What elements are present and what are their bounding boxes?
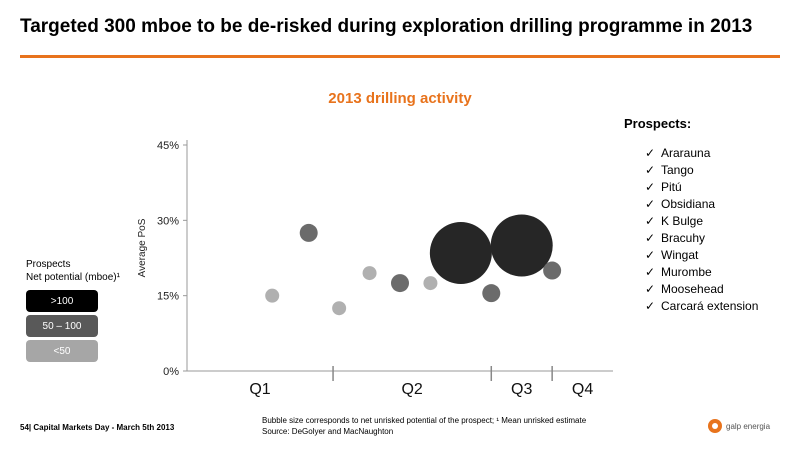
- prospect-item: ✓ Bracuhy: [645, 231, 706, 245]
- prospect-item: ✓ K Bulge: [645, 214, 704, 228]
- check-icon: ✓: [645, 248, 656, 262]
- prospect-item: ✓ Ararauna: [645, 146, 711, 160]
- check-icon: ✓: [645, 163, 656, 177]
- prospects-title: Prospects:: [624, 116, 692, 131]
- quarter-label: Q1: [249, 381, 270, 398]
- check-icon: ✓: [645, 282, 656, 296]
- bubble-point: [482, 284, 501, 303]
- check-icon: ✓: [645, 180, 656, 194]
- title-underline: [20, 55, 780, 58]
- bubble-point: [429, 221, 492, 284]
- prospect-item: ✓ Obsidiana: [645, 197, 716, 211]
- logo-icon: [708, 419, 722, 433]
- check-icon: ✓: [645, 214, 656, 228]
- page-title: Targeted 300 mboe to be de-risked during…: [20, 16, 753, 37]
- check-icon: ✓: [645, 299, 656, 313]
- y-tick-label: 30%: [157, 215, 179, 227]
- logo-text: galp energia: [726, 421, 771, 431]
- check-icon: ✓: [645, 197, 656, 211]
- legend-item-small: <50: [26, 340, 98, 362]
- chart-title: 2013 drilling activity: [328, 90, 472, 107]
- bubble-point: [265, 288, 280, 303]
- legend-item-large: >100: [26, 290, 98, 312]
- y-tick-label: 0%: [163, 366, 179, 378]
- legend-item-medium: 50 – 100: [26, 315, 98, 337]
- footer-note-line-2: Source: DeGolyer and MacNaughton: [262, 427, 394, 436]
- y-axis-label: Average PoS: [137, 218, 148, 277]
- bubble-point: [362, 266, 377, 281]
- company-logo: galp energia: [708, 419, 770, 433]
- legend-heading-2: Net potential (mboe)¹: [26, 272, 120, 283]
- footer-note-line-1: Bubble size corresponds to net unrisked …: [262, 416, 587, 425]
- quarter-label: Q4: [572, 381, 593, 398]
- check-icon: ✓: [645, 146, 656, 160]
- footer-page-label: 54| Capital Markets Day - March 5th 2013: [20, 423, 175, 432]
- footer-note: Bubble size corresponds to net unrisked …: [262, 415, 586, 437]
- prospect-item: ✓ Tango: [645, 163, 694, 177]
- bubble-point: [299, 223, 318, 242]
- bubble-point: [423, 276, 438, 291]
- y-tick-label: 45%: [157, 140, 179, 152]
- prospects-list: ✓ Ararauna ✓ Tango ✓ Pitú ✓ Obsidiana ✓ K Bul…: [645, 145, 758, 315]
- quarter-label: Q2: [401, 381, 422, 398]
- bubble-point: [490, 214, 553, 277]
- prospect-item: ✓ Wingat: [645, 248, 699, 262]
- check-icon: ✓: [645, 265, 656, 279]
- bubble-point: [332, 301, 347, 316]
- bubble-point: [391, 274, 409, 293]
- prospect-item: ✓ Murombe: [645, 265, 712, 279]
- prospect-item: ✓ Pitú: [645, 180, 682, 194]
- bubble-point: [543, 261, 562, 280]
- prospect-item: ✓ Carcará extension: [645, 299, 759, 313]
- check-icon: ✓: [645, 231, 656, 245]
- y-tick-label: 15%: [157, 291, 179, 303]
- quarter-label: Q3: [511, 381, 532, 398]
- prospect-item: ✓ Moosehead: [645, 282, 724, 296]
- legend-heading-1: Prospects: [26, 259, 71, 270]
